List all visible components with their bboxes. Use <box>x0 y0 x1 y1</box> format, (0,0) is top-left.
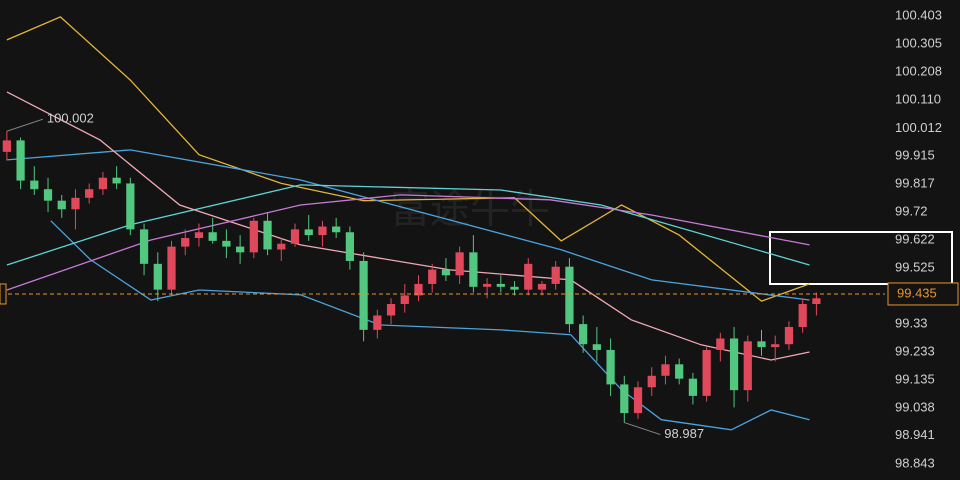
candle-body <box>496 283 505 287</box>
candle-body <box>579 324 588 345</box>
candle-body <box>194 232 204 238</box>
annotation-label: 100.002 <box>47 111 94 126</box>
candle-body <box>57 200 66 210</box>
candle-body <box>469 252 478 287</box>
annotation-label: 98.987 <box>664 426 704 441</box>
candle-body <box>482 283 492 287</box>
y-tick-label: 99.622 <box>895 232 935 247</box>
candle-body <box>400 295 409 305</box>
candle-body <box>2 140 11 152</box>
candle-body <box>606 349 615 385</box>
candle-body <box>43 189 53 201</box>
candle-body <box>126 183 135 230</box>
candle-body <box>812 298 821 305</box>
candle-body <box>71 197 80 210</box>
y-tick-label: 99.038 <box>895 399 935 414</box>
y-tick-label: 99.915 <box>895 148 935 163</box>
candle-body <box>565 266 574 325</box>
candle-body <box>716 338 725 350</box>
candle-body <box>771 344 780 348</box>
candle-body <box>345 232 354 261</box>
y-tick-label: 98.941 <box>895 427 935 442</box>
y-tick-label: 99.817 <box>895 176 935 191</box>
candle-body <box>167 246 176 290</box>
y-tick-label: 100.305 <box>895 36 942 51</box>
candle-body <box>551 266 560 284</box>
candle-body <box>98 177 108 190</box>
candle-body <box>743 341 752 391</box>
candle-body <box>428 269 437 284</box>
candle-body <box>359 260 368 330</box>
candle-body <box>757 341 766 348</box>
y-tick-label: 99.525 <box>895 260 935 275</box>
indicator-line <box>6 184 810 266</box>
candle-body <box>537 283 547 290</box>
candle-body <box>290 229 300 244</box>
y-tick-label: 99.135 <box>895 372 935 387</box>
annotation-leader <box>624 422 661 436</box>
candle-body <box>304 229 313 236</box>
candle-body <box>236 246 245 253</box>
candle-body <box>414 283 423 296</box>
annotation-leader <box>6 118 44 132</box>
y-tick-label: 100.208 <box>895 63 942 78</box>
candle-body <box>249 220 258 253</box>
current-price-tag-left <box>0 283 7 305</box>
current-price-label: 99.435 <box>897 285 937 300</box>
candle-body <box>222 240 231 247</box>
candle-body <box>263 220 272 250</box>
candle-body <box>798 304 807 327</box>
y-tick-label: 98.843 <box>895 455 935 470</box>
candle-body <box>510 286 519 290</box>
candle-body <box>592 344 601 350</box>
highlight-box <box>769 231 953 285</box>
indicator-line <box>50 220 810 431</box>
candle-body <box>729 338 739 391</box>
candle-body <box>181 237 190 247</box>
candle-body <box>784 326 794 345</box>
current-price-tag <box>887 282 959 306</box>
y-tick-label: 99.72 <box>895 204 928 219</box>
candle-body <box>85 189 94 198</box>
candle-body <box>208 232 217 241</box>
y-tick-label: 100.012 <box>895 120 942 135</box>
candle-body <box>112 177 121 184</box>
candle-body <box>318 226 327 236</box>
y-tick-label: 99.233 <box>895 343 935 358</box>
y-tick-label: 99.33 <box>895 316 928 331</box>
candle-body <box>153 263 162 290</box>
indicator-line <box>6 149 810 301</box>
candle-body <box>647 375 656 388</box>
candle-body <box>524 263 533 290</box>
candle-body <box>675 364 684 379</box>
candle-body <box>30 180 39 190</box>
candle-body <box>633 387 643 414</box>
candle-body <box>441 269 451 276</box>
candle-body <box>661 364 670 376</box>
y-tick-label: 100.110 <box>895 92 941 107</box>
candle-body <box>139 229 149 264</box>
candle-body <box>373 315 382 330</box>
candle-body <box>702 349 711 396</box>
candle-body <box>16 140 25 181</box>
candle-body <box>332 226 341 233</box>
candle-body <box>277 243 286 250</box>
candle-body <box>688 378 698 396</box>
candle-body <box>455 252 464 276</box>
indicator-line <box>6 194 810 291</box>
candle-body <box>620 384 629 414</box>
y-tick-label: 100.403 <box>895 8 942 23</box>
candle-body <box>386 304 396 316</box>
indicator-line <box>6 16 810 302</box>
